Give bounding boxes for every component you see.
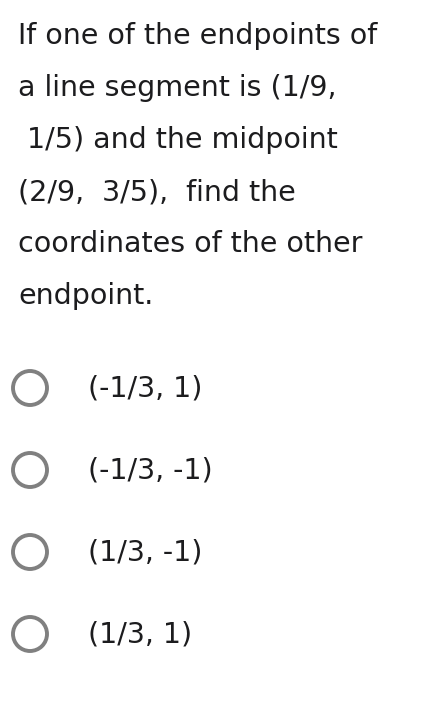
Text: endpoint.: endpoint. (18, 282, 153, 310)
Circle shape (13, 453, 47, 487)
Circle shape (13, 371, 47, 405)
Circle shape (13, 617, 47, 651)
Text: (-1/3, 1): (-1/3, 1) (88, 374, 202, 402)
Circle shape (13, 535, 47, 569)
Text: (2/9,  3/5),  find the: (2/9, 3/5), find the (18, 178, 296, 206)
Text: (1/3, -1): (1/3, -1) (88, 538, 202, 566)
Text: a line segment is (1/9,: a line segment is (1/9, (18, 74, 337, 102)
Text: (1/3, 1): (1/3, 1) (88, 620, 192, 648)
Text: coordinates of the other: coordinates of the other (18, 230, 362, 258)
Text: 1/5) and the midpoint: 1/5) and the midpoint (18, 126, 338, 154)
Text: If one of the endpoints of: If one of the endpoints of (18, 22, 377, 50)
Text: (-1/3, -1): (-1/3, -1) (88, 456, 213, 484)
